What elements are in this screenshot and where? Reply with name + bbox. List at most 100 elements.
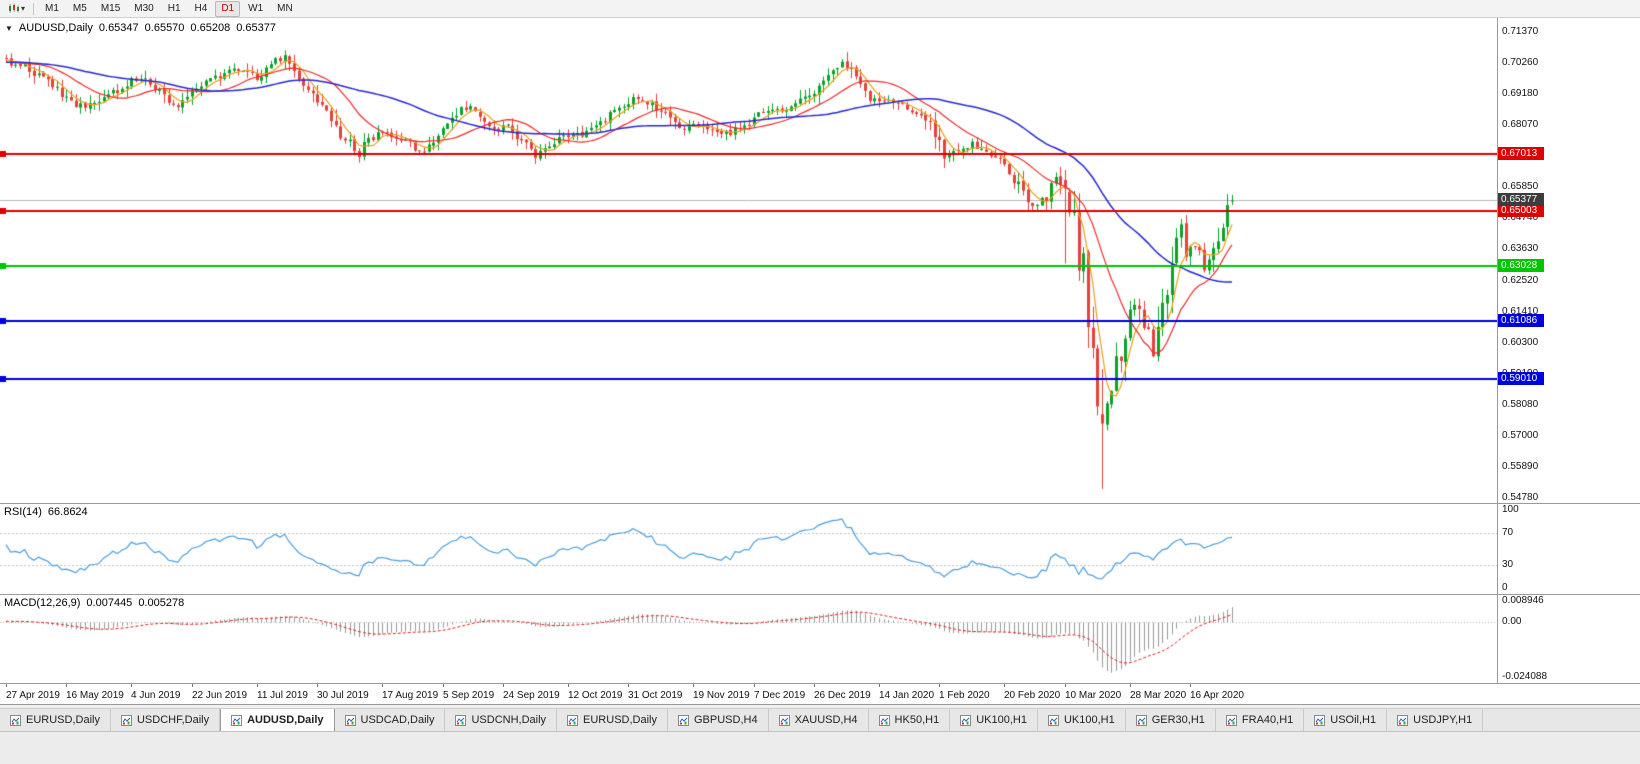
rsi-name: RSI(14) bbox=[4, 506, 42, 518]
rsi-indicator-pane: RSI(14) 66.8624 100 70 30 0 bbox=[0, 504, 1640, 595]
collapse-triangle-icon[interactable]: ▼ bbox=[5, 23, 13, 33]
timeframe-button-m1[interactable]: M1 bbox=[45, 2, 59, 14]
chart-tab-ger30-h1[interactable]: GER30,H1 bbox=[1125, 709, 1216, 731]
hline-price-tag[interactable]: 0.59010 bbox=[1498, 372, 1544, 386]
price-chart-pane: ▼ AUDUSD,Daily 0.65347 0.65570 0.65208 0… bbox=[0, 18, 1640, 504]
chart-tab-usdchf-daily[interactable]: USDCHF,Daily bbox=[110, 709, 221, 731]
price-axis-label: 0.71370 bbox=[1502, 26, 1539, 37]
price-axis-label: 0.64740 bbox=[1502, 212, 1539, 224]
date-axis-label: 16 May 2019 bbox=[66, 690, 124, 701]
chart-tab-label: GER30,H1 bbox=[1151, 714, 1205, 726]
timeframe-button-h1[interactable]: H1 bbox=[167, 2, 181, 14]
chart-tab-eurusd-daily[interactable]: EURUSD,Daily bbox=[0, 709, 111, 731]
chart-tab-label: HK50,H1 bbox=[894, 714, 940, 726]
macd-indicator-pane: MACD(12,26,9) 0.007445 0.005278 0.008946… bbox=[0, 595, 1640, 684]
chart-tab-label: XAUUSD,H4 bbox=[794, 714, 858, 726]
chart-tab-icon bbox=[678, 714, 689, 726]
timeframe-button-w1[interactable]: W1 bbox=[248, 2, 264, 14]
chart-tab-xauusd-h4[interactable]: XAUUSD,H4 bbox=[768, 709, 869, 731]
macd-label: MACD(12,26,9) 0.007445 0.005278 bbox=[4, 597, 184, 609]
date-tick bbox=[1065, 684, 1066, 687]
date-axis-label: 17 Aug 2019 bbox=[382, 690, 439, 701]
date-axis[interactable]: 27 Apr 2019 16 May 2019 4 Jun 2019 22 Jun 2… bbox=[0, 684, 1640, 705]
chart-tab-fra40-h1[interactable]: FRA40,H1 bbox=[1215, 709, 1305, 731]
date-axis-label: 16 Apr 2020 bbox=[1190, 690, 1244, 701]
macd-name: MACD(12,26,9) bbox=[4, 597, 81, 609]
chart-tab-icon bbox=[878, 714, 890, 726]
chart-tab-usdcnh-daily[interactable]: USDCNH,Daily bbox=[445, 709, 558, 731]
legend-open: 0.65347 bbox=[98, 22, 139, 34]
chart-type-menu[interactable]: ▾ bbox=[4, 2, 28, 15]
timeframe-button-m15[interactable]: M15 bbox=[100, 2, 121, 14]
rsi-value: 66.8624 bbox=[47, 506, 88, 518]
chart-tab-label: USDCAD,Daily bbox=[360, 714, 435, 726]
price-axis[interactable]: 0.713700.702600.691800.680700.669600.658… bbox=[1497, 18, 1640, 503]
chart-tab-usdjpy-h1[interactable]: USDJPY,H1 bbox=[1387, 709, 1484, 731]
legend-symbol: AUDUSD,Daily bbox=[18, 22, 93, 34]
date-tick bbox=[814, 684, 815, 687]
chart-tab-bar: EURUSD,Daily USDCHF,Daily AUDUSD,Daily USDC… bbox=[0, 708, 1640, 732]
price-axis-label: 0.58080 bbox=[1502, 399, 1539, 411]
date-tick bbox=[382, 684, 383, 687]
timeframe-button-mn[interactable]: MN bbox=[277, 2, 293, 14]
date-axis-label: 27 Apr 2019 bbox=[6, 690, 60, 701]
chart-tab-eurusd-daily[interactable]: EURUSD,Daily bbox=[557, 709, 668, 731]
price-axis-label: 0.63630 bbox=[1502, 243, 1539, 255]
macd-canvas[interactable] bbox=[0, 595, 1497, 683]
chart-tab-icon bbox=[960, 714, 972, 726]
chart-tab-icon bbox=[778, 714, 790, 726]
status-strip bbox=[0, 732, 1640, 764]
legend-high: 0.65570 bbox=[144, 22, 185, 34]
candlestick-chart-icon bbox=[7, 2, 20, 15]
chart-tab-label: AUDUSD,Daily bbox=[247, 714, 324, 726]
chart-tab-label: USDCNH,Daily bbox=[471, 714, 547, 726]
chart-tab-icon bbox=[231, 714, 243, 726]
timeframe-button-d1[interactable]: D1 bbox=[215, 0, 241, 17]
hline-price-tag[interactable]: 0.63028 bbox=[1498, 259, 1544, 273]
timeframe-button-m5[interactable]: M5 bbox=[72, 2, 87, 14]
rsi-axis[interactable]: 100 70 30 0 bbox=[1497, 504, 1640, 594]
timeframe-button-m30[interactable]: M30 bbox=[134, 2, 154, 14]
chart-tab-icon bbox=[1397, 714, 1409, 726]
date-axis-label: 1 Feb 2020 bbox=[939, 690, 990, 701]
price-chart-canvas[interactable] bbox=[0, 18, 1497, 503]
macd-axis-label: 0.00 bbox=[1502, 615, 1522, 627]
date-tick bbox=[6, 684, 7, 687]
price-axis-label: 0.62520 bbox=[1502, 274, 1539, 286]
chart-tab-usoil-h1[interactable]: USOil,H1 bbox=[1304, 709, 1388, 731]
date-tick bbox=[568, 684, 569, 687]
date-axis-label: 24 Sep 2019 bbox=[503, 690, 560, 701]
chart-tab-gbpusd-h4[interactable]: GBPUSD,H4 bbox=[668, 709, 769, 731]
chart-tab-uk100-h1[interactable]: UK100,H1 bbox=[950, 709, 1038, 731]
date-axis-label: 12 Oct 2019 bbox=[568, 690, 623, 701]
chart-tab-label: EURUSD,Daily bbox=[583, 714, 657, 726]
chart-tab-icon bbox=[1135, 714, 1147, 726]
macd-axis[interactable]: 0.008946 0.00 -0.024088 bbox=[1497, 595, 1640, 683]
timeframe-button-h4[interactable]: H4 bbox=[194, 2, 208, 14]
chart-tab-icon bbox=[120, 714, 132, 726]
chart-tab-audusd-daily[interactable]: AUDUSD,Daily bbox=[220, 709, 335, 731]
price-axis-label: 0.70260 bbox=[1502, 57, 1539, 69]
rsi-axis-label: 100 bbox=[1502, 504, 1519, 515]
chart-tab-hk50-h1[interactable]: HK50,H1 bbox=[868, 709, 951, 731]
rsi-canvas[interactable] bbox=[0, 504, 1497, 594]
chart-tab-icon bbox=[455, 714, 467, 726]
chart-tab-icon bbox=[1314, 714, 1326, 726]
chart-window: ▼ AUDUSD,Daily 0.65347 0.65570 0.65208 0… bbox=[0, 18, 1640, 705]
macd-axis-label: -0.024088 bbox=[1502, 671, 1548, 682]
price-axis-label: 0.65850 bbox=[1502, 181, 1539, 193]
date-axis-label: 5 Sep 2019 bbox=[443, 690, 495, 701]
hline-price-tag[interactable]: 0.67013 bbox=[1498, 147, 1544, 161]
chart-tab-usdcad-daily[interactable]: USDCAD,Daily bbox=[334, 709, 446, 731]
chart-tab-uk100-h1[interactable]: UK100,H1 bbox=[1037, 709, 1126, 731]
chart-tab-icon bbox=[1225, 714, 1237, 726]
date-axis-label: 26 Dec 2019 bbox=[814, 690, 871, 701]
date-tick bbox=[693, 684, 694, 687]
timeframe-buttons: M1 M5 M15 M30 H1 H4 D1 W1 MN bbox=[39, 0, 299, 17]
date-tick bbox=[257, 684, 258, 687]
hline-price-tag[interactable]: 0.61086 bbox=[1498, 313, 1544, 327]
price-axis-label: 0.60300 bbox=[1502, 336, 1539, 348]
hline-price-tag[interactable]: 0.65003 bbox=[1498, 203, 1544, 217]
date-axis-label: 31 Oct 2019 bbox=[628, 690, 683, 701]
